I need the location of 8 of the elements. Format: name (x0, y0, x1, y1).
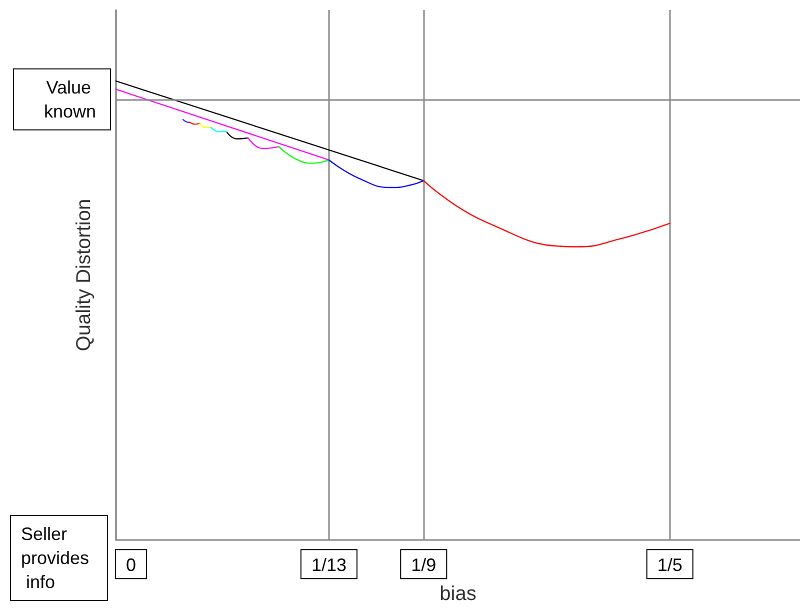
x-axis-title: bias (440, 583, 476, 605)
x-tick-label: 0 (126, 555, 136, 576)
x-tick-label: 1/9 (411, 555, 436, 576)
text: Seller provides info (21, 524, 90, 592)
ref-line-label: Value known (44, 77, 96, 122)
x-tick-label: 1/5 (657, 555, 682, 576)
y-axis-title: Quality Distortion (73, 198, 95, 352)
x-tick-label: 1/13 (311, 555, 346, 576)
